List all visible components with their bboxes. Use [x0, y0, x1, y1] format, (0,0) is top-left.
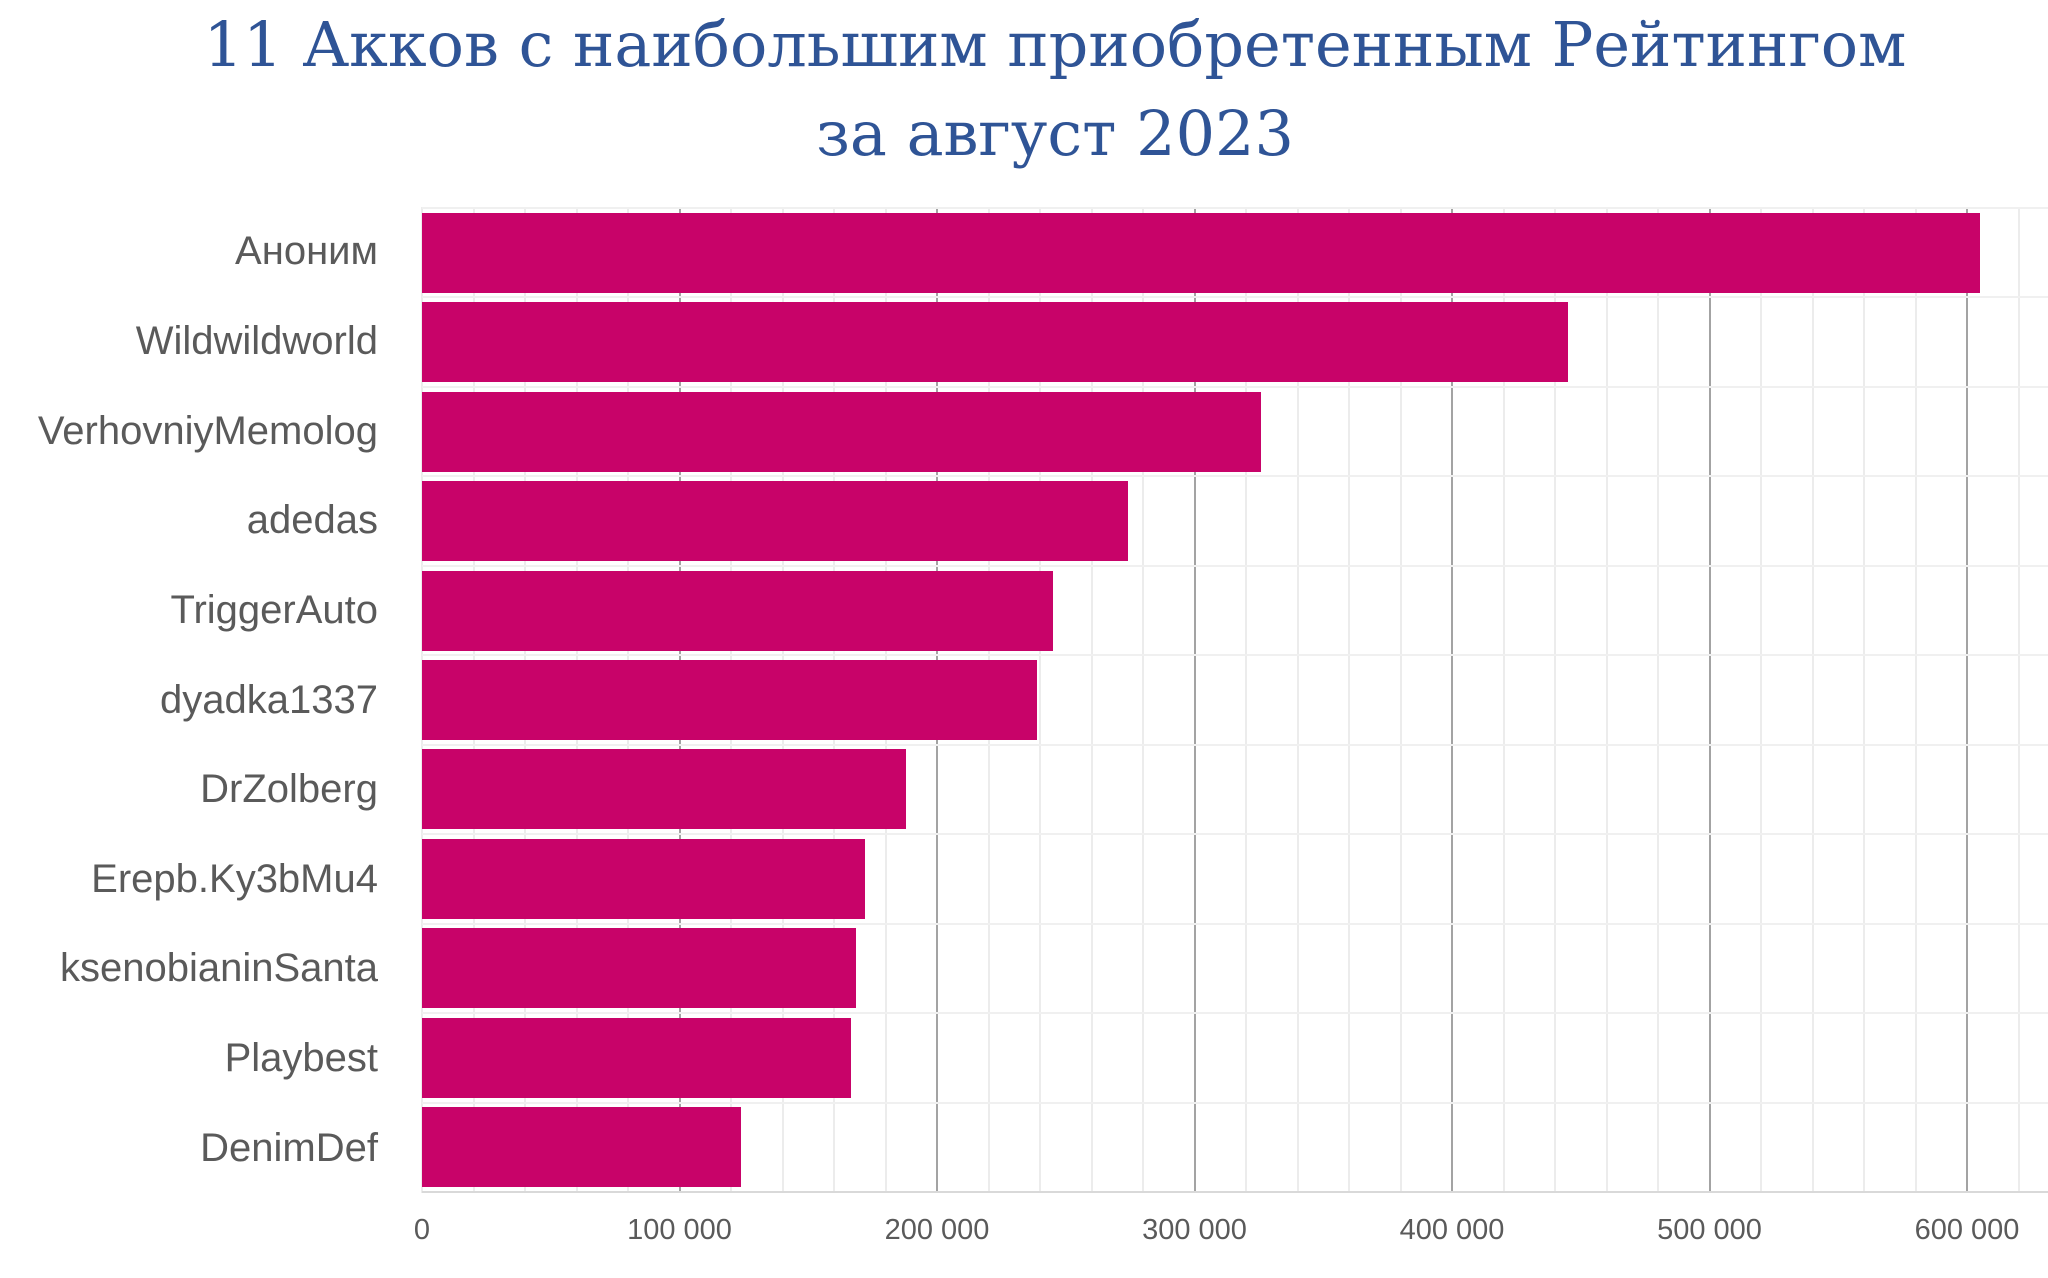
y-axis-label: Playbest	[224, 1036, 378, 1081]
y-axis-label: Erepb.Ky3bMu4	[91, 856, 378, 901]
bar-Erepb.Ky3bMu4	[422, 838, 865, 919]
bar-row	[422, 743, 2048, 833]
bar-row	[422, 207, 2048, 296]
bar-Аноним	[422, 212, 1980, 293]
bar-row	[422, 475, 2048, 564]
minor-gridline-620000	[2017, 207, 2020, 1193]
x-axis-tick-label: 0	[413, 1214, 431, 1246]
bar-VerhovniyMemolog	[422, 391, 1262, 472]
y-axis-label: dyadka1337	[160, 677, 378, 722]
y-axis-label: adedas	[246, 498, 378, 543]
major-gridline-500000	[1708, 207, 1711, 1193]
x-axis-tick-label: 200 000	[884, 1214, 990, 1246]
major-gridline-300000	[1193, 207, 1196, 1193]
y-axis-label: VerhovniyMemolog	[37, 408, 378, 453]
minor-gridline-420000	[1502, 207, 1505, 1193]
y-axis-label: ksenobianinSanta	[59, 946, 378, 991]
y-axis-label: Аноним	[235, 229, 378, 274]
x-axis-tick-label: 400 000	[1399, 1214, 1505, 1246]
minor-gridline-240000	[1039, 207, 1041, 1193]
major-gridline-600000	[1966, 207, 1968, 1193]
minor-gridline-280000	[1142, 207, 1144, 1193]
minor-gridline-340000	[1296, 207, 1299, 1193]
bar-dyadka1337	[422, 659, 1038, 740]
y-axis-label: DenimDef	[200, 1125, 378, 1170]
minor-gridline-320000	[1245, 207, 1247, 1193]
bar-DenimDef	[422, 1107, 742, 1188]
minor-gridline-460000	[1605, 207, 1608, 1193]
minor-gridline-360000	[1348, 207, 1350, 1193]
plot-area	[421, 207, 2048, 1193]
x-axis-tick-label: 300 000	[1142, 1214, 1247, 1246]
bar-TriggerAuto	[422, 570, 1053, 651]
minor-gridline-520000	[1760, 207, 1762, 1193]
bar-row	[422, 654, 2048, 743]
bar-row	[422, 385, 2048, 475]
bar-row	[422, 564, 2048, 654]
major-gridline-400000	[1451, 207, 1453, 1193]
minor-gridline-480000	[1657, 207, 1659, 1193]
bar-row	[422, 1012, 2048, 1101]
x-axis-tick-label: 500 000	[1657, 1214, 1762, 1246]
minor-gridline-560000	[1863, 207, 1865, 1193]
chart-title-line2: за август 2023	[816, 97, 1294, 170]
chart-title-line1: 11 Акков с наибольшим приобретенным Рейт…	[203, 8, 1907, 81]
bar-row	[422, 296, 2048, 385]
minor-gridline-540000	[1811, 207, 1814, 1193]
bars-container	[422, 207, 2048, 1193]
x-axis-tick-label: 600 000	[1914, 1214, 2020, 1246]
y-axis-label: Wildwildworld	[135, 318, 378, 363]
bar-Wildwildworld	[422, 302, 1568, 383]
bar-Playbest	[422, 1017, 851, 1098]
x-axis-tick-label: 100 000	[627, 1214, 732, 1246]
chart-title: 11 Акков с наибольшим приобретенным Рейт…	[62, 0, 2048, 178]
y-axis-labels: Аноним Wildwildworld VerhovniyMemolog adeda…	[0, 207, 400, 1193]
y-axis-label: TriggerAuto	[170, 587, 379, 632]
minor-gridline-580000	[1914, 207, 1917, 1193]
minor-gridline-440000	[1554, 207, 1556, 1193]
x-axis-labels: 0 100 000 200 000 300 000 400 000 500 000 600 …	[414, 1214, 2048, 1264]
minor-gridline-260000	[1090, 207, 1093, 1193]
minor-gridline-380000	[1399, 207, 1402, 1193]
bar-DrZolberg	[422, 749, 907, 830]
bar-row	[422, 1101, 2048, 1191]
bar-row	[422, 922, 2048, 1012]
bar-adedas	[422, 481, 1128, 562]
y-axis-label: DrZolberg	[200, 767, 378, 812]
bar-row	[422, 833, 2048, 922]
bar-ksenobianinSanta	[422, 928, 856, 1009]
